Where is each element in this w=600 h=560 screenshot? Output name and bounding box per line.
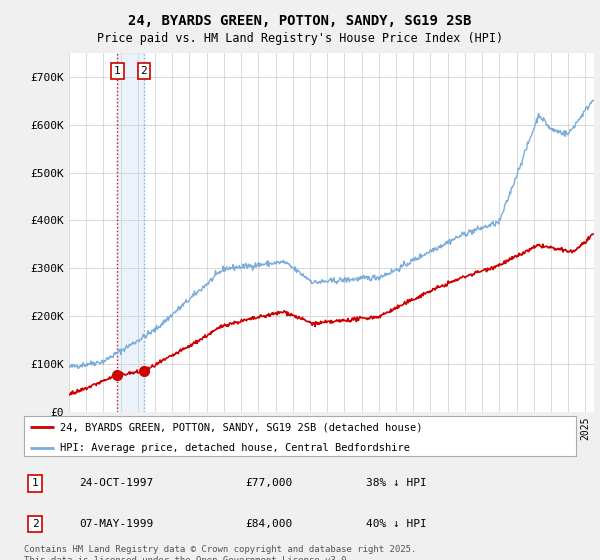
Text: 24-OCT-1997: 24-OCT-1997 [79,478,154,488]
Text: 2: 2 [140,66,147,76]
Text: Price paid vs. HM Land Registry's House Price Index (HPI): Price paid vs. HM Land Registry's House … [97,32,503,45]
Text: 07-MAY-1999: 07-MAY-1999 [79,519,154,529]
Text: 2: 2 [32,519,38,529]
Text: 24, BYARDS GREEN, POTTON, SANDY, SG19 2SB: 24, BYARDS GREEN, POTTON, SANDY, SG19 2S… [128,14,472,28]
Text: £77,000: £77,000 [245,478,292,488]
Text: HPI: Average price, detached house, Central Bedfordshire: HPI: Average price, detached house, Cent… [60,442,410,452]
Text: 38% ↓ HPI: 38% ↓ HPI [366,478,427,488]
Text: 24, BYARDS GREEN, POTTON, SANDY, SG19 2SB (detached house): 24, BYARDS GREEN, POTTON, SANDY, SG19 2S… [60,422,422,432]
Text: £84,000: £84,000 [245,519,292,529]
Bar [118,53,144,412]
Text: 1: 1 [32,478,38,488]
Text: Contains HM Land Registry data © Crown copyright and database right 2025.
This d: Contains HM Land Registry data © Crown c… [24,545,416,560]
Text: 1: 1 [114,66,121,76]
Text: 40% ↓ HPI: 40% ↓ HPI [366,519,427,529]
